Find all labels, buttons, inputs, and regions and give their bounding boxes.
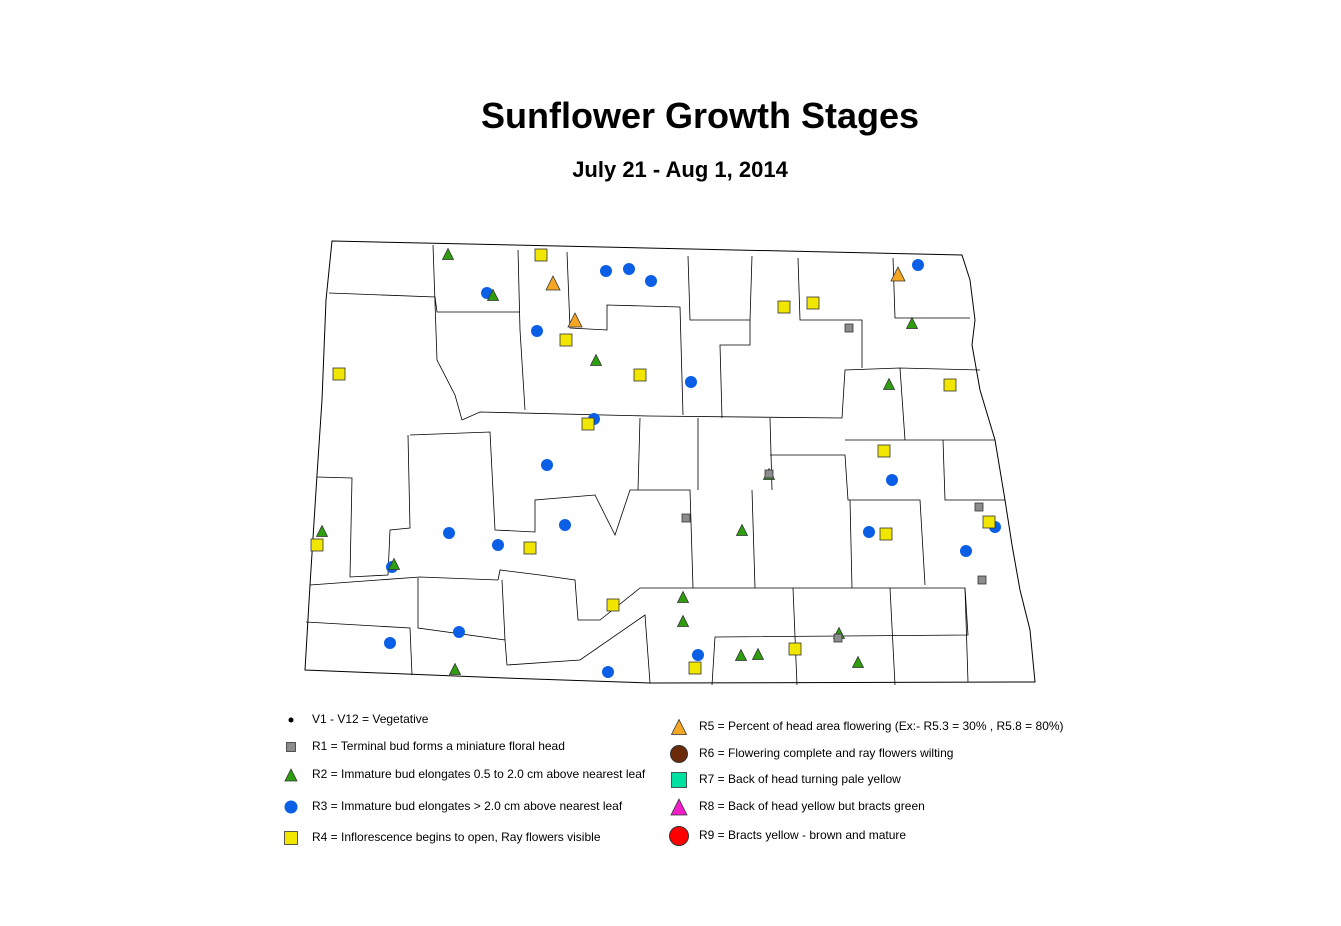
observation-r4-marker (534, 248, 548, 262)
observation-r1-marker (974, 502, 984, 512)
observation-r4-marker (581, 417, 595, 431)
observation-r5-marker (890, 266, 906, 282)
observation-r3-marker (600, 265, 612, 277)
observation-r3-marker (384, 637, 396, 649)
county-lines (305, 244, 1005, 686)
legend-symbols (284, 717, 689, 846)
observation-r2-marker (589, 353, 603, 366)
observation-r4-marker (982, 515, 996, 529)
observation-r2-marker (882, 377, 896, 390)
state-outline (304, 240, 1036, 684)
observation-r4-marker (877, 444, 891, 458)
observation-r4-marker (523, 541, 537, 555)
map-subtitle: July 21 - Aug 1, 2014 (572, 157, 788, 182)
observation-r3-marker (541, 459, 553, 471)
legend-r7-symbol (671, 772, 687, 788)
observation-r4-marker (943, 378, 957, 392)
observation-r3-marker (863, 526, 875, 538)
observation-r2-marker (486, 288, 500, 301)
observation-r5-marker (567, 312, 583, 328)
legend-r4-label: R4 = Inflorescence begins to open, Ray f… (312, 830, 601, 844)
legend-r4-symbol (284, 831, 298, 845)
map-title: Sunflower Growth Stages (480, 95, 920, 136)
legend-r3-symbol (284, 800, 298, 814)
legend-r2-label: R2 = Immature bud elongates 0.5 to 2.0 c… (312, 767, 646, 781)
observation-r3-marker (960, 545, 972, 557)
legend-r1-symbol (286, 742, 296, 752)
legend-r5-label: R5 = Percent of head area flowering (Ex:… (699, 719, 1064, 733)
observation-r4-marker (806, 296, 820, 310)
legend-r9-label: R9 = Bracts yellow - brown and mature (699, 828, 907, 842)
observation-r2-marker (734, 648, 748, 661)
legend-r2-symbol (284, 768, 298, 782)
observation-r1-marker (833, 633, 843, 643)
observation-r3-marker (886, 474, 898, 486)
legend-r1-label: R1 = Terminal bud forms a miniature flor… (312, 739, 565, 753)
observation-r3-marker (645, 275, 657, 287)
observation-r2-marker (735, 523, 749, 536)
observation-r3-marker (492, 539, 504, 551)
observation-r1-marker (977, 575, 987, 585)
legend-v-symbol (288, 717, 294, 723)
observation-r2-marker (905, 316, 919, 329)
observation-r2-marker (851, 655, 865, 668)
observation-r2-marker (751, 647, 765, 660)
legend-r6-symbol (670, 745, 688, 763)
observation-r4-marker (788, 642, 802, 656)
observation-r2-marker (676, 614, 690, 627)
observation-r3-marker (531, 325, 543, 337)
observation-r3-marker (623, 263, 635, 275)
observation-r1-marker (681, 513, 691, 523)
observation-r3-marker (559, 519, 571, 531)
observation-r3-marker (602, 666, 614, 678)
observation-r3-marker (692, 649, 704, 661)
observation-r3-marker (685, 376, 697, 388)
observation-r1-marker (844, 323, 854, 333)
observation-r2-marker (676, 590, 690, 603)
observation-r4-marker (310, 538, 324, 552)
legend-r8-label: R8 = Back of head yellow but bracts gree… (699, 799, 925, 813)
legend-r8-symbol (670, 798, 688, 816)
legend-r5-symbol (670, 718, 688, 735)
legend-r7-label: R7 = Back of head turning pale yellow (699, 772, 901, 786)
legend-r9-symbol (669, 826, 689, 846)
observation-r4-marker (633, 368, 647, 382)
legend-v-label: V1 - V12 = Vegetative (312, 712, 429, 726)
observation-r4-marker (332, 367, 346, 381)
observation-r2-marker (387, 557, 401, 570)
observation-r2-marker (441, 247, 455, 260)
legend-r6-label: R6 = Flowering complete and ray flowers … (699, 746, 954, 760)
observation-r1-marker (764, 469, 774, 479)
observation-r4-marker (879, 527, 893, 541)
observation-r4-marker (777, 300, 791, 314)
observation-r2-marker (315, 524, 329, 537)
observation-r4-marker (688, 661, 702, 675)
observation-r3-marker (912, 259, 924, 271)
legend-r3-label: R3 = Immature bud elongates > 2.0 cm abo… (312, 799, 623, 813)
observation-r3-marker (443, 527, 455, 539)
observation-r4-marker (559, 333, 573, 347)
observation-r4-marker (606, 598, 620, 612)
observation-r2-marker (448, 662, 462, 675)
observation-r3-marker (453, 626, 465, 638)
observation-r5-marker (545, 275, 561, 291)
